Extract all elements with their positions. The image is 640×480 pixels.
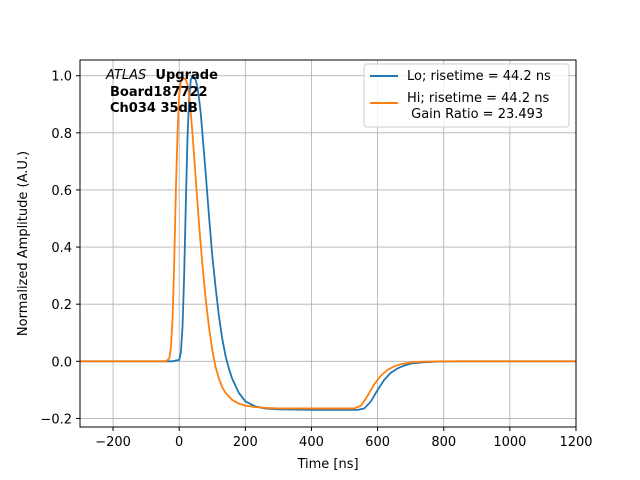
legend-label-hi: Hi; risetime = 44.2 ns: [407, 91, 549, 106]
y-tick-label: 0.0: [51, 355, 72, 370]
y-axis-label: Normalized Amplitude (A.U.): [16, 151, 31, 336]
x-tick-label: 1000: [493, 435, 526, 450]
ticks: −200 0 200 400 600 800 1000 1200 −0.2 0.0 0.2 0.4 0.…: [40, 70, 592, 450]
annotation-board: Board187722: [110, 85, 208, 100]
series-line-hi: [80, 76, 576, 410]
series-layer: [80, 74, 576, 411]
legend: Lo; risetime = 44.2 ns Hi; risetime = 44…: [363, 63, 570, 128]
x-tick-label: −200: [95, 435, 131, 450]
y-tick-label: 0.2: [51, 298, 72, 313]
y-tick-label: −0.2: [40, 412, 72, 427]
series-line-lo: [80, 74, 576, 411]
annotation-atlas: ATLAS: [105, 68, 146, 83]
legend-label-hi-gain: Gain Ratio = 23.493: [407, 107, 543, 122]
annotation-channel: Ch034 35dB: [110, 101, 198, 116]
x-tick-label: 200: [233, 435, 258, 450]
x-tick-label: 600: [365, 435, 390, 450]
y-tick-label: 0.6: [51, 184, 72, 199]
x-axis-label: Time [ns]: [296, 457, 358, 472]
legend-box: [363, 63, 570, 128]
x-tick-label: 400: [299, 435, 324, 450]
x-tick-label: 0: [175, 435, 183, 450]
annotation-upgrade: Upgrade: [155, 68, 218, 83]
x-tick-label: 1200: [559, 435, 592, 450]
y-tick-label: 0.4: [51, 241, 72, 256]
legend-label-lo: Lo; risetime = 44.2 ns: [407, 69, 551, 84]
y-tick-label: 0.8: [51, 127, 72, 142]
annotation-block: ATLAS Upgrade Board187722 Ch034 35dB: [105, 68, 218, 116]
x-tick-label: 800: [431, 435, 456, 450]
plot-frame: [79, 59, 577, 428]
y-tick-label: 1.0: [51, 70, 72, 85]
annotation-line-1: ATLAS Upgrade: [105, 68, 218, 83]
